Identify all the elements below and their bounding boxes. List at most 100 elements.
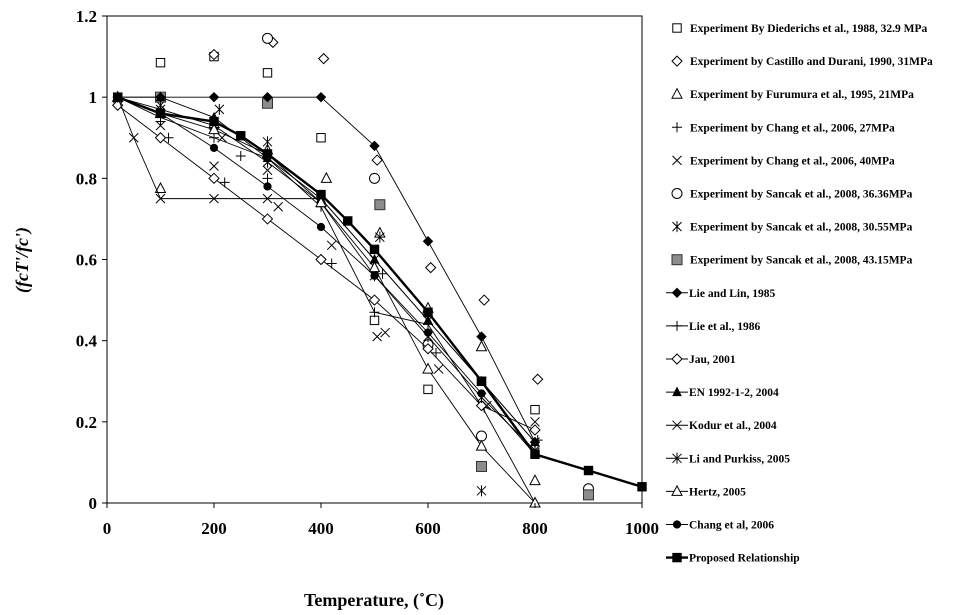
- data-point: [326, 258, 337, 269]
- series-line: [117, 96, 536, 443]
- legend-label: Lie and Lin, 1985: [689, 288, 776, 300]
- legend-item: Experiment by Furumura et al., 1995, 21M…: [671, 87, 914, 101]
- legend-label: Chang et al, 2006: [689, 520, 774, 532]
- data-point: [316, 189, 326, 200]
- y-tick-label: 1: [89, 88, 98, 107]
- series-13: [112, 92, 540, 447]
- data-point: [262, 173, 273, 184]
- data-point: [476, 376, 487, 386]
- data-point: [478, 294, 490, 306]
- legend-item: Chang et al, 2006: [666, 520, 774, 532]
- data-point: [316, 133, 326, 143]
- data-point: [422, 343, 434, 355]
- x-tick-label: 600: [415, 519, 441, 538]
- data-point: [261, 213, 274, 225]
- data-point: [380, 327, 391, 338]
- legend-marker: [672, 520, 682, 529]
- series-12: [112, 91, 540, 447]
- data-point: [476, 485, 487, 497]
- y-tick-label: 0: [89, 494, 98, 513]
- data-point: [208, 48, 220, 61]
- data-point: [372, 331, 383, 342]
- data-point: [262, 165, 273, 176]
- data-point: [317, 52, 330, 65]
- data-point: [209, 193, 219, 204]
- data-point: [371, 154, 383, 166]
- data-point: [530, 449, 540, 460]
- data-point: [475, 399, 488, 412]
- data-point: [529, 474, 541, 486]
- data-point: [113, 92, 123, 102]
- data-point: [369, 244, 380, 255]
- legend-marker: [672, 155, 682, 166]
- data-point: [530, 404, 540, 415]
- y-tick-label: 0.2: [76, 413, 97, 432]
- data-point: [262, 91, 273, 103]
- data-point: [128, 132, 139, 143]
- data-point: [262, 136, 273, 148]
- series-16: [113, 93, 540, 459]
- series-6: [262, 32, 594, 495]
- data-point: [154, 132, 167, 144]
- series-line: [117, 96, 536, 504]
- data-point: [477, 389, 486, 398]
- series-11: [111, 99, 541, 436]
- legend-marker: [671, 484, 683, 496]
- legend-item: Experiment by Chang et al., 2006, 40MPa: [672, 155, 895, 167]
- legend-marker: [671, 353, 683, 365]
- data-point: [476, 331, 487, 342]
- data-point: [368, 294, 381, 306]
- data-point: [433, 364, 444, 374]
- data-point: [209, 116, 219, 127]
- data-point: [262, 68, 273, 78]
- series-10: [112, 92, 540, 508]
- legend-marker: [671, 87, 683, 99]
- legend-item: Experiment by Sancak et al., 2008, 30.55…: [672, 221, 913, 234]
- data-point: [214, 103, 225, 115]
- data-point: [369, 254, 380, 265]
- data-point: [422, 362, 434, 374]
- data-point: [208, 123, 220, 135]
- data-point: [262, 193, 273, 204]
- data-point: [423, 384, 433, 395]
- legend-label: Experiment by Chang et al., 2006, 27MPa: [690, 122, 895, 134]
- series-14: [112, 91, 540, 456]
- data-point: [154, 181, 167, 193]
- data-point: [315, 91, 327, 103]
- legend-marker: [672, 420, 682, 431]
- legend-item: Experiment By Diederichs et al., 1988, 3…: [672, 23, 928, 35]
- legend: Experiment By Diederichs et al., 1988, 3…: [666, 23, 933, 565]
- legend-marker: [672, 386, 682, 397]
- x-tick-label: 200: [201, 519, 227, 538]
- data-point: [209, 132, 219, 143]
- data-point: [368, 261, 381, 273]
- legend-label: Experiment By Diederichs et al., 1988, 3…: [690, 23, 928, 35]
- series-line: [117, 96, 536, 451]
- series-line: [117, 96, 536, 443]
- legend-marker: [671, 188, 683, 199]
- data-point: [236, 131, 246, 141]
- ticks-layer: 0 200 400 600 800 1000 0 0.2 0.4 0.6 0.8 1 1.2: [76, 7, 659, 538]
- legend-marker: [672, 122, 682, 133]
- x-tick-label: 1000: [625, 519, 659, 538]
- data-point: [262, 149, 273, 159]
- legend-item: Lie et al., 1986: [666, 321, 760, 333]
- data-point: [369, 315, 380, 326]
- legend-item: Experiment by Castillo and Durani, 1990,…: [671, 55, 933, 68]
- legend-item: Experiment by Sancak et al., 2008, 43.15…: [671, 254, 913, 267]
- data-point: [326, 240, 337, 251]
- data-point: [316, 222, 326, 232]
- legend-label: Li and Purkiss, 2005: [689, 453, 790, 465]
- data-point: [369, 140, 380, 152]
- legend-marker: [672, 552, 682, 563]
- legend-item: Kodur et al., 2004: [666, 420, 777, 432]
- legend-label: EN 1992-1-2, 2004: [689, 387, 779, 399]
- data-point: [475, 439, 488, 451]
- legend-label: Experiment by Sancak et al., 2008, 36.36…: [690, 189, 913, 201]
- series-1: [113, 51, 594, 500]
- y-tick-label: 0.6: [76, 251, 97, 270]
- series-line: [117, 96, 536, 504]
- legend-item: Proposed Relationship: [666, 553, 800, 565]
- legend-label: Jau, 2001: [689, 354, 736, 366]
- data-point: [219, 177, 230, 188]
